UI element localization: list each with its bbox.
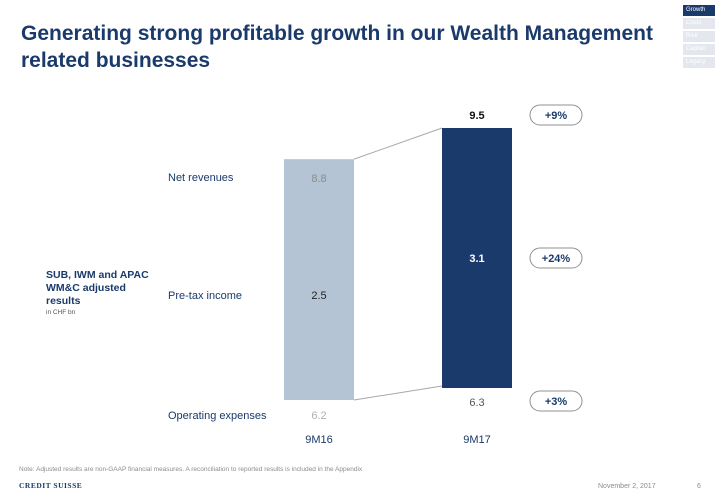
company-logo: CREDIT SUISSE (19, 481, 83, 490)
section-nav: Growth Costs Risk Capital Legacy (683, 5, 715, 70)
nav-item-risk[interactable]: Risk (683, 31, 715, 42)
category-label-9m17: 9M17 (463, 434, 491, 446)
nav-item-costs[interactable]: Costs (683, 18, 715, 29)
nav-item-legacy[interactable]: Legacy (683, 57, 715, 68)
footnote: Note: Adjusted results are non-GAAP fina… (19, 466, 363, 473)
row-label-net-revenues: Net revenues (168, 172, 234, 184)
value-label-opex-9m17: 6.3 (469, 397, 484, 409)
value-label-net-revenues-9m16: 8.8 (311, 173, 326, 185)
value-label-opex-9m16: 6.2 (311, 410, 326, 422)
unit-label: in CHF bn (46, 309, 76, 316)
row-label-pretax-income: Pre-tax income (168, 290, 242, 302)
bar-9m17 (442, 128, 512, 388)
page-number: 6 (697, 483, 701, 490)
change-badge-opex-outline (529, 390, 583, 412)
value-label-pretax-9m17: 3.1 (469, 253, 484, 265)
value-label-net-revenues-9m17: 9.5 (469, 110, 484, 122)
row-label-operating-expenses: Operating expenses (168, 410, 267, 422)
change-badge-net-revenues-outline (529, 104, 583, 126)
nav-item-growth[interactable]: Growth (683, 5, 715, 16)
bar-9m16 (284, 159, 354, 400)
segment-label: SUB, IWM and APAC WM&C adjusted results (46, 269, 149, 307)
connector-top (353, 127, 443, 160)
change-badge-pretax-income: +24% (542, 253, 571, 265)
change-badge-net-revenues: +9% (545, 110, 568, 122)
footer-date: November 2, 2017 (598, 483, 656, 490)
nav-item-capital[interactable]: Capital (683, 44, 715, 55)
change-badge-opex: +3% (545, 396, 568, 408)
change-badge-pretax-income-outline (529, 247, 583, 269)
category-label-9m16: 9M16 (305, 434, 333, 446)
connector-bottom (353, 385, 443, 401)
value-label-pretax-9m16: 2.5 (311, 290, 326, 302)
page-title: Generating strong profitable growth in o… (21, 22, 653, 72)
